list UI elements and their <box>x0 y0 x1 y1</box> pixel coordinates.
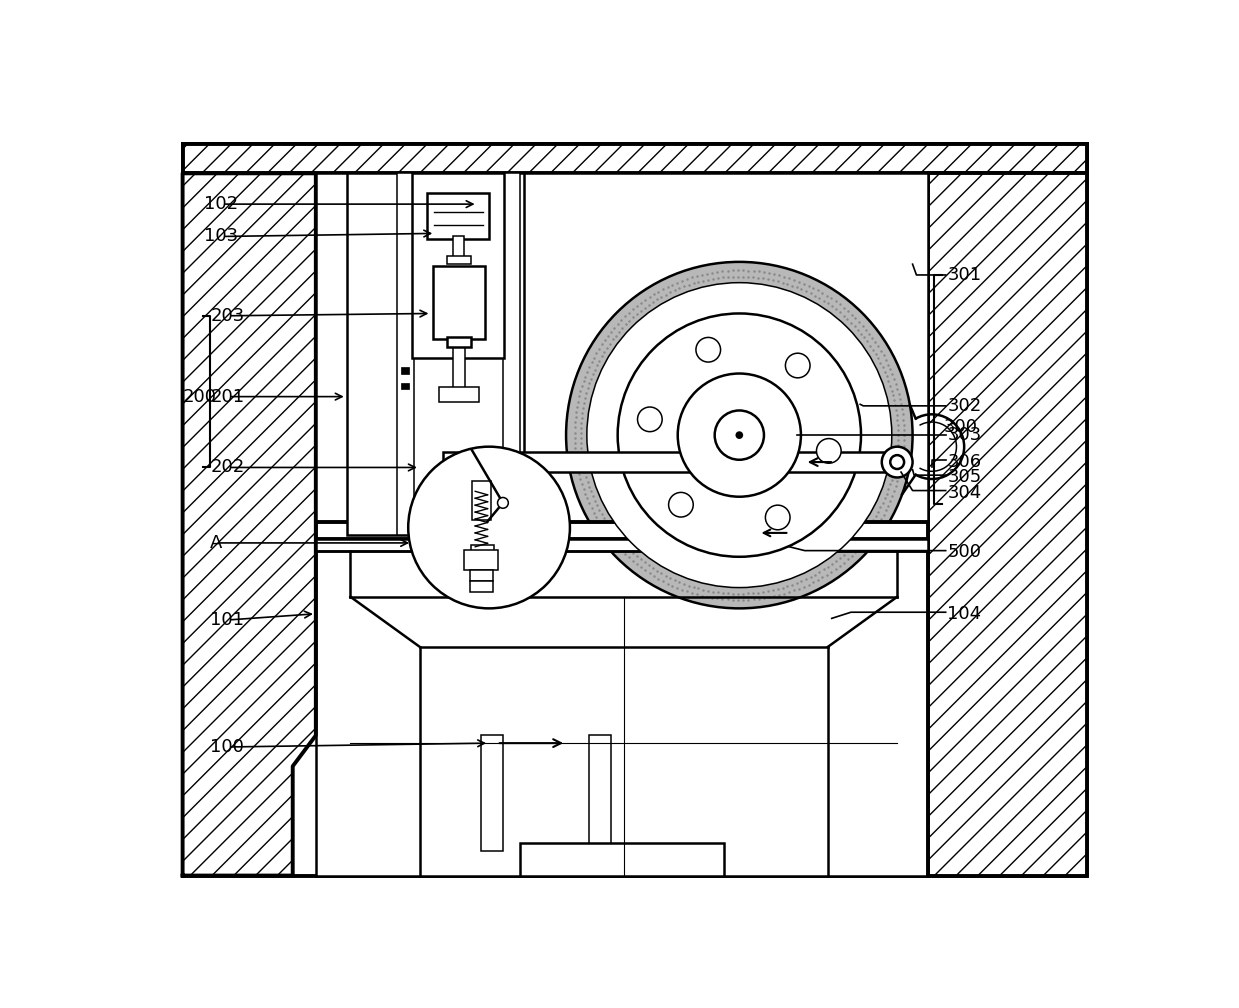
Polygon shape <box>928 173 1088 876</box>
Circle shape <box>408 447 570 609</box>
Text: 101: 101 <box>211 611 244 629</box>
Circle shape <box>587 282 892 588</box>
Bar <box>482 736 503 851</box>
Circle shape <box>715 410 764 460</box>
Circle shape <box>678 374 800 497</box>
Bar <box>590 736 611 851</box>
Circle shape <box>566 262 913 609</box>
Bar <box>401 383 409 389</box>
Circle shape <box>696 338 721 362</box>
Bar <box>182 144 1088 173</box>
Text: 301: 301 <box>948 266 981 284</box>
Text: 100: 100 <box>211 738 244 756</box>
Bar <box>453 345 465 389</box>
Circle shape <box>638 407 662 431</box>
Text: 102: 102 <box>204 196 238 213</box>
Bar <box>316 522 928 539</box>
Text: 303: 303 <box>948 426 981 445</box>
Circle shape <box>891 456 904 469</box>
Text: 103: 103 <box>204 228 238 246</box>
Circle shape <box>817 438 841 464</box>
Bar <box>447 256 471 264</box>
Text: 203: 203 <box>211 306 244 325</box>
Bar <box>453 237 465 258</box>
Circle shape <box>618 313 861 556</box>
Text: 201: 201 <box>211 388 244 405</box>
Bar <box>316 551 928 876</box>
Bar <box>472 482 492 520</box>
Text: 500: 500 <box>948 543 981 561</box>
Polygon shape <box>182 173 316 876</box>
Bar <box>347 173 524 535</box>
Bar <box>413 173 504 358</box>
Text: 306: 306 <box>948 453 981 471</box>
Bar <box>432 266 486 339</box>
Bar <box>401 367 409 374</box>
Bar <box>427 193 489 239</box>
Circle shape <box>736 431 743 438</box>
Circle shape <box>766 505 790 530</box>
Circle shape <box>498 498 508 508</box>
Bar <box>520 844 724 876</box>
Text: 104: 104 <box>948 605 981 623</box>
Circle shape <box>786 353 810 378</box>
Bar <box>503 173 520 535</box>
Bar <box>442 452 901 472</box>
Text: 300: 300 <box>943 418 978 436</box>
Bar <box>439 387 479 402</box>
Bar <box>471 545 493 550</box>
Text: A: A <box>211 534 223 552</box>
Text: 305: 305 <box>948 469 981 487</box>
Circle shape <box>669 492 694 517</box>
Circle shape <box>882 447 913 478</box>
Text: 202: 202 <box>211 459 244 477</box>
Bar <box>465 549 498 570</box>
Bar <box>470 570 493 582</box>
Bar <box>447 338 471 347</box>
Bar <box>396 173 414 535</box>
Bar <box>316 539 928 551</box>
Bar <box>316 173 928 535</box>
Bar <box>470 582 493 593</box>
Text: 304: 304 <box>948 484 981 502</box>
Text: 200: 200 <box>182 388 217 405</box>
Text: 302: 302 <box>948 397 981 415</box>
